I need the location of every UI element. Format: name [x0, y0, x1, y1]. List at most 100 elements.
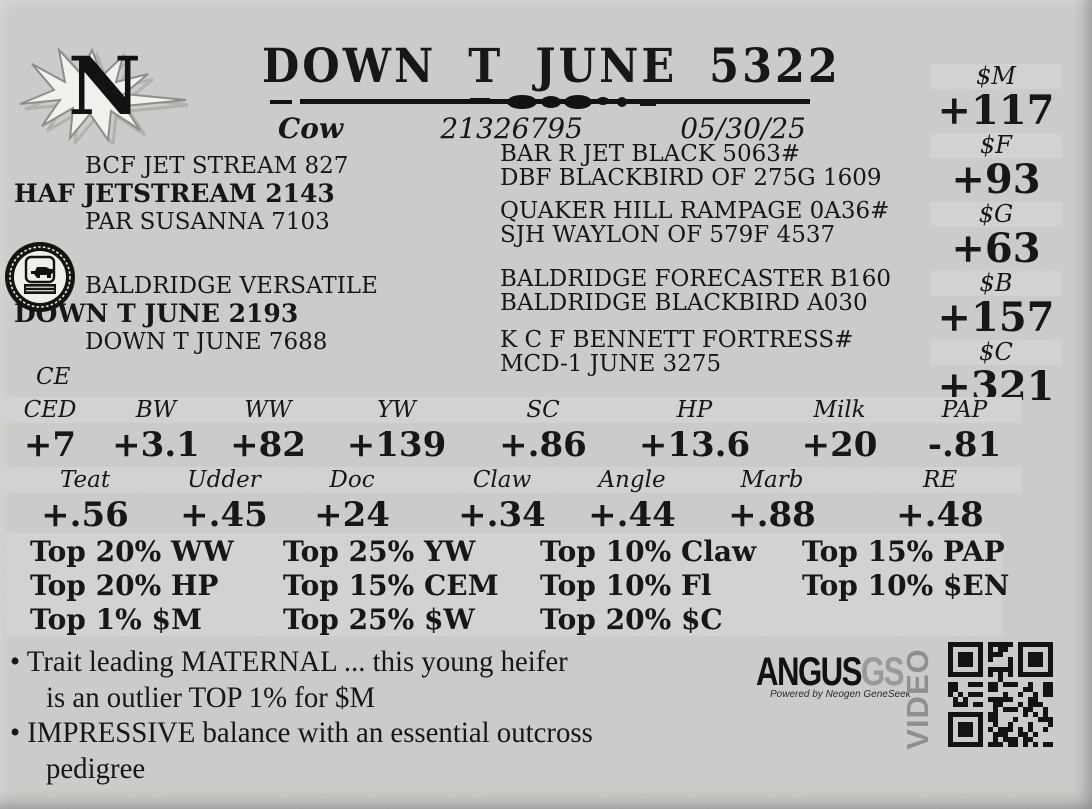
epd-value: +24 [314, 495, 390, 535]
ancestor-name: BALDRIDGE FORECASTER B160 [500, 266, 891, 292]
epd-value: +.56 [41, 495, 129, 535]
percentile-item: Top 25% YW [283, 534, 476, 568]
epd-header: Marb [740, 467, 804, 493]
value-index-label: $C [930, 340, 1062, 365]
percentile-item: Top 20% HP [30, 568, 219, 602]
value-index: $G +63 [930, 202, 1062, 271]
percentile-item: Top 20% $C [540, 602, 723, 636]
video-label: VIDEO [900, 645, 936, 753]
note-bullet-2-line-2: pedigree [46, 752, 146, 785]
value-index-label: $B [930, 271, 1062, 296]
epd-value: +3.1 [112, 425, 200, 465]
pedigree-main: BCF JET STREAM 827 HAF JETSTREAM 2143 PA… [14, 152, 484, 356]
percentile-item: Top 1% $M [30, 602, 202, 636]
epd-value: +.48 [896, 495, 984, 535]
qr-code-icon [948, 642, 1053, 747]
note-bullet-1-line-2: is an outlier TOP 1% for $M [46, 681, 376, 714]
epd-value: +82 [230, 425, 306, 465]
epd-value: +.45 [180, 495, 268, 535]
epd-header: Claw [472, 467, 532, 493]
epd-header-row-1: CED BW WW YW SC HP Milk PAP [0, 397, 1022, 423]
percentile-item: Top 25% $W [283, 602, 475, 636]
epd-value: +7 [23, 425, 77, 465]
percentile-item: Top 10% Claw [540, 534, 757, 568]
header: DOWN T JUNE 5322 Cow 21326795 05/30/25 [262, 40, 841, 145]
extended-pair: BAR R JET BLACK 5063# DBF BLACKBIRD OF 2… [500, 142, 940, 190]
epd-header: Doc [329, 467, 375, 493]
animal-id-row: Cow 21326795 05/30/25 [262, 110, 818, 145]
qr-code[interactable] [948, 642, 1053, 747]
epd-value: +13.6 [638, 425, 751, 465]
epd-value: +20 [801, 425, 878, 465]
percentile-item: Top 10% Fl [540, 568, 712, 602]
ancestor-name: SJH WAYLON OF 579F 4537 [500, 222, 836, 248]
percentile-item: Top 20% WW [30, 534, 234, 568]
video-label-text: VIDEO [900, 648, 935, 750]
ancestor-name: DBF BLACKBIRD OF 275G 1609 [500, 165, 882, 191]
epd-header-row-2: Teat Udder Doc Claw Angle Marb RE [0, 467, 1022, 493]
epd-header: Udder [187, 467, 261, 493]
dam-name: DOWN T JUNE 2193 [14, 299, 299, 328]
epd-header: Milk [813, 397, 866, 423]
angus-association-seal-icon [3, 240, 77, 314]
epd-value: +.86 [499, 425, 587, 465]
extended-pair: K C F BENNETT FORTRESS# MCD-1 JUNE 3275 [500, 328, 940, 376]
pedigree-extended: BAR R JET BLACK 5063# DBF BLACKBIRD OF 2… [500, 142, 940, 385]
value-index-label: $F [930, 133, 1062, 158]
epd-header: BW [135, 397, 177, 423]
title-divider [270, 95, 810, 109]
value-index-value: +117 [937, 87, 1055, 134]
extended-pair: QUAKER HILL RAMPAGE 0A36# SJH WAYLON OF … [500, 199, 940, 247]
note-bullet-1-line-1: • Trait leading MATERNAL ... this young … [10, 645, 568, 678]
ancestor-name: QUAKER HILL RAMPAGE 0A36# [500, 198, 890, 224]
value-index-value: +93 [951, 156, 1041, 203]
epd-header: HP [676, 397, 713, 423]
epd-value: -.81 [927, 425, 1002, 465]
epd-header: SC [526, 397, 560, 423]
ancestor-name: MCD-1 JUNE 3275 [500, 351, 722, 377]
angus-gs-logo-suffix: GS [860, 650, 905, 694]
value-index-value: +157 [937, 294, 1055, 341]
page-title: DOWN T JUNE 5322 [262, 40, 841, 94]
epd-value: +139 [346, 425, 447, 465]
extended-pair: BALDRIDGE FORECASTER B160 BALDRIDGE BLAC… [500, 267, 940, 315]
value-index: $M +117 [930, 64, 1062, 133]
value-index-label: $M [930, 64, 1062, 89]
sex-label: Cow [278, 112, 344, 145]
epd-corner-label: CE [36, 364, 71, 390]
sire-name: HAF JETSTREAM 2143 [14, 179, 335, 208]
value-index: $B +157 [930, 271, 1062, 340]
ranch-brand-logo: N [18, 39, 192, 150]
percentile-item: Top 15% PAP [802, 534, 1005, 568]
value-index-value: +63 [951, 225, 1041, 272]
ancestor-name: BAR R JET BLACK 5063# [500, 141, 801, 167]
sire-granddam: PAR SUSANNA 7103 [85, 209, 330, 235]
angus-gs-logo-text: ANGUS [756, 650, 862, 694]
value-index: $F +93 [930, 133, 1062, 202]
value-index-label: $G [930, 202, 1062, 227]
epd-value: +.34 [458, 495, 546, 535]
dollar-value-sidebar: $M +117 $F +93 $G +63 $B +157 $C +321 [930, 64, 1062, 409]
epd-header: CED [23, 397, 77, 423]
sire-grandsire: BCF JET STREAM 827 [85, 153, 349, 179]
epd-header: WW [244, 397, 292, 423]
epd-value: +.44 [588, 495, 676, 535]
epd-header: YW [377, 397, 416, 423]
epd-header: RE [922, 467, 958, 493]
note-bullet-2-line-1: • IMPRESSIVE balance with an essential o… [10, 716, 593, 749]
percentile-item: Top 15% CEM [283, 568, 499, 602]
epd-value: +.88 [728, 495, 816, 535]
brand-letter: N [68, 39, 142, 133]
epd-header: Angle [598, 467, 666, 493]
epd-header: PAP [941, 397, 988, 423]
percentile-highlights: Top 20% WW Top 25% YW Top 10% Claw Top 1… [6, 533, 1009, 636]
epd-value-row-2: +.56 +.45 +24 +.34 +.44 +.88 +.48 [0, 493, 1022, 537]
percentile-item: Top 10% $EN [802, 568, 1010, 602]
dam-granddam: DOWN T JUNE 7688 [85, 329, 328, 355]
epd-table: CED BW WW YW SC HP Milk PAP +7 +3.1 +82 … [0, 397, 1022, 537]
dam-grandsire: BALDRIDGE VERSATILE [85, 273, 378, 299]
ancestor-name: BALDRIDGE BLACKBIRD A030 [500, 290, 868, 316]
epd-header: Teat [59, 467, 111, 493]
epd-value-row-1: +7 +3.1 +82 +139 +.86 +13.6 +20 -.81 [0, 423, 1022, 467]
